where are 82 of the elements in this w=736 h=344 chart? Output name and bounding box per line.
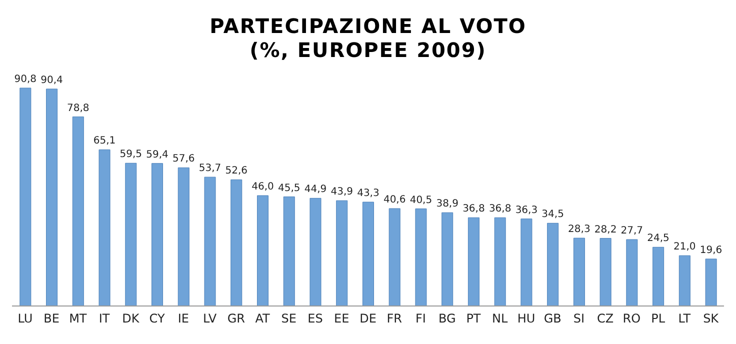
x-tick-label: CZ	[597, 312, 614, 326]
x-tick-label: PL	[651, 312, 666, 326]
x-tick-label: GR	[227, 312, 245, 326]
bar	[468, 217, 480, 306]
x-tick-label: SE	[281, 312, 296, 326]
data-label: 43,9	[330, 186, 353, 198]
data-label: 40,6	[383, 194, 406, 206]
data-label: 78,8	[67, 102, 90, 114]
bar	[600, 238, 612, 306]
x-tick-label: LV	[202, 312, 218, 326]
x-tick-label: DK	[122, 312, 140, 326]
data-label: 59,4	[146, 149, 168, 160]
bar	[573, 238, 585, 306]
data-label: 57,6	[172, 154, 195, 165]
bar	[415, 208, 427, 306]
bar	[310, 198, 322, 306]
x-tick-label: FI	[416, 312, 426, 326]
data-label: 21,0	[674, 242, 696, 253]
bar	[442, 212, 454, 306]
x-tick-label: BG	[438, 312, 456, 326]
data-label: 90,4	[40, 74, 63, 86]
bar	[230, 179, 242, 306]
data-label: 38,9	[436, 198, 458, 210]
bar	[152, 163, 164, 306]
data-label: 28,2	[594, 224, 617, 236]
x-tick-label: AT	[255, 312, 270, 326]
x-tick-label: HU	[517, 312, 536, 326]
x-tick-label: ES	[308, 312, 323, 326]
data-label: 45,5	[278, 182, 300, 194]
bar	[494, 217, 506, 306]
x-tick-label: SK	[703, 312, 720, 326]
x-tick-label: LT	[678, 312, 692, 326]
data-label: 53,7	[198, 163, 222, 174]
bar	[626, 239, 638, 306]
data-label: 36,3	[515, 204, 538, 216]
x-tick-label: DE	[360, 312, 376, 326]
x-tick-label: PT	[466, 312, 482, 326]
data-label: 24,5	[647, 233, 670, 244]
data-label: 59,5	[120, 149, 142, 160]
data-label: 28,3	[568, 224, 590, 236]
bar	[283, 196, 295, 306]
bar	[46, 88, 58, 306]
data-label: 44,9	[304, 184, 327, 196]
data-label: 43,3	[357, 188, 380, 200]
bar	[520, 218, 532, 306]
x-tick-label: IE	[178, 312, 189, 326]
bar	[178, 167, 190, 306]
x-tick-label: LU	[18, 312, 33, 326]
data-label: 27,7	[620, 225, 644, 236]
bar	[362, 202, 374, 306]
data-label: 34,5	[542, 209, 564, 220]
x-tick-label: BE	[44, 312, 60, 326]
x-tick-label: SI	[573, 312, 585, 326]
bar	[125, 162, 137, 306]
data-label: 19,6	[700, 244, 722, 256]
data-label: 36,8	[488, 204, 512, 215]
bar	[652, 246, 664, 306]
data-label: 90,8	[14, 74, 37, 85]
x-tick-label: NL	[492, 312, 508, 326]
bar	[336, 200, 348, 306]
x-tick-label: GB	[544, 312, 562, 326]
bar	[204, 176, 216, 306]
data-label: 52,6	[225, 166, 248, 177]
x-tick-label: EE	[334, 312, 350, 326]
data-label: 46,0	[252, 182, 274, 193]
bar	[547, 222, 559, 306]
bar	[678, 255, 690, 306]
bar	[388, 208, 400, 306]
bar	[705, 258, 717, 306]
data-label: 65,1	[93, 136, 116, 147]
x-tick-label: CY	[149, 312, 166, 326]
x-tick-label: FR	[386, 312, 402, 326]
data-label: 40,5	[410, 194, 432, 206]
x-tick-label: IT	[98, 312, 110, 326]
x-tick-label: MT	[69, 312, 88, 326]
chart-title: PARTECIPAZIONE AL VOTO (%, EUROPEE 2009)	[208, 13, 528, 64]
bar	[256, 195, 268, 306]
bar	[72, 116, 84, 306]
bar	[98, 149, 110, 306]
bar	[20, 88, 32, 306]
data-label: 36,8	[462, 204, 485, 215]
x-tick-label: RO	[622, 312, 641, 326]
